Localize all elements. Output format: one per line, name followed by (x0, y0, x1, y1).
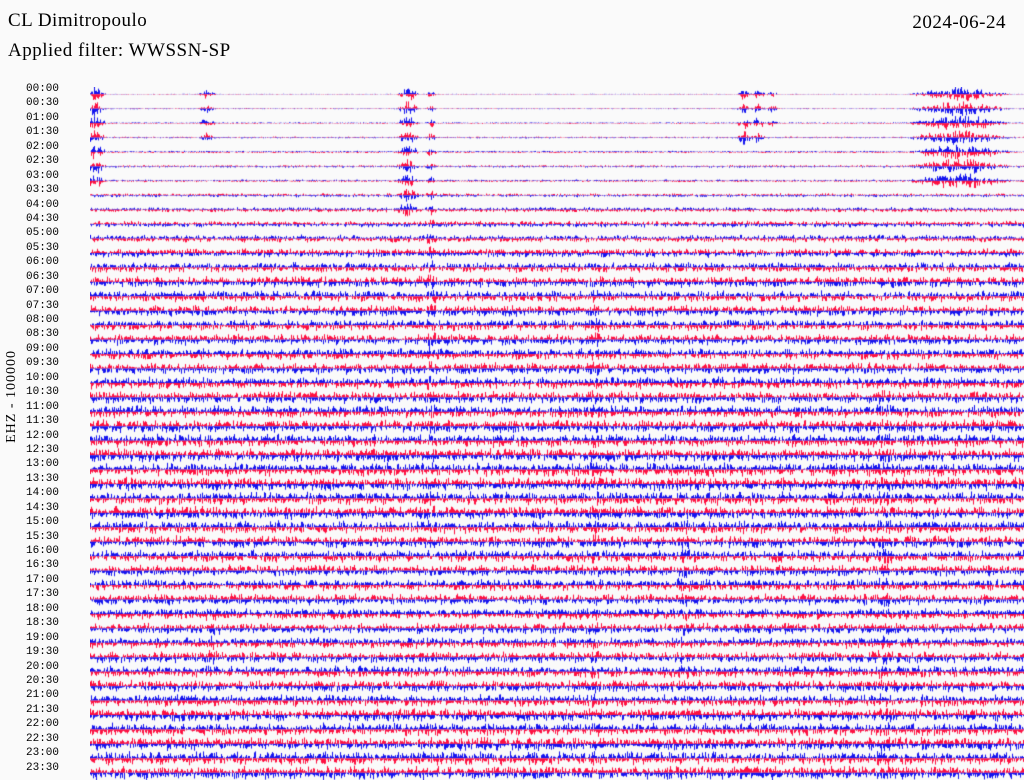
time-label-0100: 01:00 (26, 112, 88, 124)
time-axis-labels: 00:00 00:30 01:00 01:30 02:00 02:30 03:00 03:30… (26, 87, 88, 780)
time-label-0730: 07:30 (26, 300, 88, 312)
time-label-1030: 10:30 (26, 386, 88, 398)
time-label-0530: 05:30 (26, 242, 88, 254)
time-label-1800: 18:00 (26, 603, 88, 615)
time-label-1600: 16:00 (26, 545, 88, 557)
yaxis-label: EHZ - 100000 (4, 350, 20, 443)
time-label-1000: 10:00 (26, 372, 88, 384)
time-label-1230: 12:30 (26, 444, 88, 456)
time-label-1430: 14:30 (26, 502, 88, 514)
time-label-1330: 13:30 (26, 473, 88, 485)
time-label-0000: 00:00 (26, 83, 88, 95)
time-label-1730: 17:30 (26, 588, 88, 600)
time-label-0700: 07:00 (26, 285, 88, 297)
time-label-0500: 05:00 (26, 227, 88, 239)
time-label-0200: 02:00 (26, 141, 88, 153)
time-label-2130: 21:30 (26, 704, 88, 716)
time-label-1830: 18:30 (26, 617, 88, 629)
time-label-2300: 23:00 (26, 747, 88, 759)
header-block: CL Dimitropoulo Applied filter: WWSSN-SP… (8, 10, 1016, 85)
time-label-0330: 03:30 (26, 184, 88, 196)
time-label-0300: 03:00 (26, 170, 88, 182)
time-label-1630: 16:30 (26, 559, 88, 571)
station-title: CL Dimitropoulo (8, 10, 147, 32)
time-label-2330: 23:30 (26, 762, 88, 774)
time-label-0030: 00:30 (26, 97, 88, 109)
seismic-plot-area[interactable] (90, 87, 1024, 780)
time-label-0230: 02:30 (26, 155, 88, 167)
time-label-0930: 09:30 (26, 357, 88, 369)
time-label-2030: 20:30 (26, 675, 88, 687)
time-label-0630: 06:30 (26, 271, 88, 283)
time-label-1900: 19:00 (26, 632, 88, 644)
time-label-2200: 22:00 (26, 718, 88, 730)
time-label-0430: 04:30 (26, 213, 88, 225)
time-label-2000: 20:00 (26, 661, 88, 673)
time-label-0900: 09:00 (26, 343, 88, 355)
seismic-canvas[interactable] (90, 87, 1024, 780)
date-label: 2024-06-24 (912, 12, 1006, 34)
time-label-2230: 22:30 (26, 733, 88, 745)
time-label-0800: 08:00 (26, 314, 88, 326)
time-label-2100: 21:00 (26, 689, 88, 701)
time-label-1130: 11:30 (26, 415, 88, 427)
time-label-1200: 12:00 (26, 430, 88, 442)
time-label-0600: 06:00 (26, 256, 88, 268)
time-label-1930: 19:30 (26, 646, 88, 658)
filter-label: Applied filter: WWSSN-SP (8, 40, 231, 62)
time-label-1300: 13:00 (26, 458, 88, 470)
time-label-1400: 14:00 (26, 487, 88, 499)
time-label-1530: 15:30 (26, 531, 88, 543)
time-label-0830: 08:30 (26, 328, 88, 340)
time-label-0130: 01:30 (26, 126, 88, 138)
time-label-1100: 11:00 (26, 401, 88, 413)
time-label-1700: 17:00 (26, 574, 88, 586)
time-label-0400: 04:00 (26, 199, 88, 211)
time-label-1500: 15:00 (26, 516, 88, 528)
